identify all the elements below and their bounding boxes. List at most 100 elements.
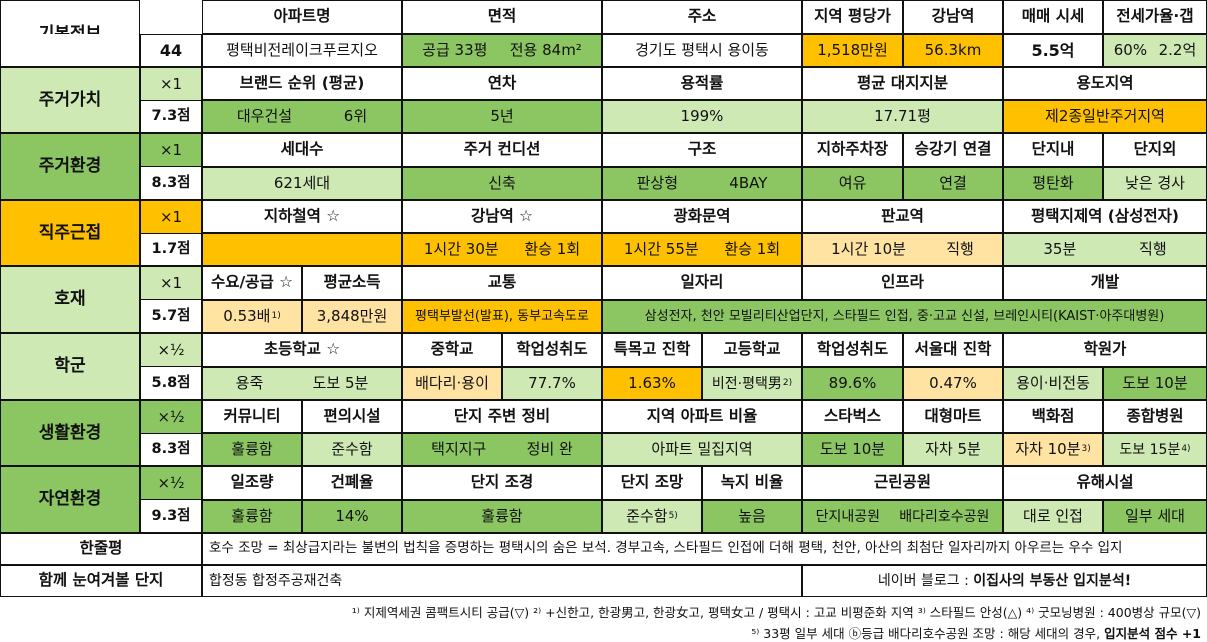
header-land-share: 평균 대지지분 (802, 67, 1003, 100)
section-name: 생활환경 (0, 400, 140, 466)
zone-value: 제2종일반주거지역 (1003, 100, 1207, 133)
section-score: 8.3점 (140, 433, 202, 466)
gwanghwamun-value: 1시간 55분 환승 1회 (602, 233, 802, 266)
blog-credit[interactable]: 네이버 블로그 : 이집사의 부동산 입지분석! (802, 565, 1207, 597)
dept-value: 자차 10분 3) (1003, 433, 1103, 466)
section-name: 주거환경 (0, 133, 140, 200)
jije-value: 35분 직행 (1003, 233, 1207, 266)
far-value: 199% (602, 100, 802, 133)
traffic-value: 평택부발선(발표), 동부고속도로 (402, 300, 602, 333)
header-gangnam: 강남역 (903, 0, 1003, 34)
jeonse-value: 60% 2.2억 (1103, 34, 1207, 67)
section-name: 주거가치 (0, 67, 140, 133)
section-name: 자연환경 (0, 466, 140, 533)
header-jije: 평택지제역 (삼성전자) (1003, 200, 1207, 233)
header-high-score: 학업성취도 (802, 333, 903, 367)
section-multiplier: ×1 (140, 200, 202, 233)
footnote-line-2: ⁵⁾ 33평 일부 세대 ⓑ등급 배다리호수공원 조망 : 해당 세대의 경우,… (751, 626, 1201, 641)
green-value: 높음 (702, 500, 802, 533)
header-income: 평균소득 (302, 266, 402, 300)
sunlight-value: 훌륭함 (202, 500, 302, 533)
pangyo-value: 1시간 10분 직행 (802, 233, 1003, 266)
header-area: 면적 (402, 0, 602, 34)
section-name: 직주근접 (0, 200, 140, 266)
footnote-line-1: ¹⁾ 지제역세권 콤팩트시티 공급(▽) ²⁾ +신한고, 한광男고, 한광女고… (351, 605, 1201, 620)
section-score: 5.8점 (140, 366, 202, 400)
income-value: 3,848만원 (302, 300, 402, 333)
condition-value: 신축 (402, 167, 602, 200)
header-harmful: 유해시설 (1003, 466, 1207, 500)
section-multiplier: ×½ (140, 333, 202, 366)
supply-value: 0.53배 1) (202, 300, 302, 333)
academy-walk-value: 도보 10분 (1103, 367, 1207, 400)
elementary-value: 용죽 도보 5분 (202, 367, 402, 400)
header-maintenance: 단지 주변 정비 (402, 400, 602, 433)
header-landscape: 단지 조경 (402, 466, 602, 500)
community-value: 훌륭함 (202, 433, 302, 466)
together-value: 합정동 합정주공재건축 (202, 565, 802, 597)
high-score-value: 89.6% (802, 367, 903, 400)
academy-value: 용이·비전동 (1003, 367, 1103, 400)
bcr-value: 14% (302, 500, 402, 533)
households-value: 621세대 (202, 167, 402, 200)
special-high-value: 1.63% (602, 367, 702, 400)
header-community: 커뮤니티 (202, 400, 302, 433)
maintenance-value: 택지지구 정비 완 (402, 433, 602, 466)
header-brand-rank: 브랜드 순위 (평균) (202, 67, 402, 100)
section-multiplier: ×½ (140, 466, 202, 499)
section-score: 8.3점 (140, 166, 202, 200)
apt-ratio-value: 아파트 밀집지역 (602, 433, 802, 466)
hospital-value: 도보 15분 4) (1103, 433, 1207, 466)
subway-value (202, 233, 402, 266)
header-far: 용적률 (602, 67, 802, 100)
starbucks-value: 도보 10분 (802, 433, 903, 466)
header-high: 고등학교 (702, 333, 802, 367)
header-zone: 용도지역 (1003, 67, 1207, 100)
header-structure: 구조 (602, 133, 802, 167)
header-green: 녹지 비율 (702, 466, 802, 500)
header-address: 주소 (602, 0, 802, 34)
land-share-value: 17.71평 (802, 100, 1003, 133)
header-jeonse: 전세가율·갭 (1103, 0, 1207, 34)
header-parking: 지하주차장 (802, 133, 903, 167)
header-convenience: 편의시설 (302, 400, 402, 433)
header-park: 근린공원 (802, 466, 1003, 500)
middle-value: 배다리·용이 (402, 367, 502, 400)
header-snu: 서울대 진학 (903, 333, 1003, 367)
header-households: 세대수 (202, 133, 402, 167)
header-hospital: 종합병원 (1103, 400, 1207, 433)
parking-value: 여유 (802, 167, 903, 200)
landscape-value: 훌륭함 (402, 500, 602, 533)
header-gwanghwamun: 광화문역 (602, 200, 802, 233)
section-name: 학군 (0, 333, 140, 400)
header-condition: 주거 컨디션 (402, 133, 602, 167)
header-supply: 수요/공급 ☆ (202, 266, 302, 300)
header-price-per-pyeong: 지역 평당가 (802, 0, 903, 34)
section-score: 5.7점 (140, 299, 202, 333)
header-middle: 중학교 (402, 333, 502, 367)
section-multiplier: ×1 (140, 133, 202, 166)
spacer-cell (0, 34, 140, 67)
property-number: 44 (140, 34, 202, 67)
elevator-value: 연결 (903, 167, 1003, 200)
header-outlook: 단지 조망 (602, 466, 702, 500)
header-traffic: 교통 (402, 266, 602, 300)
structure-value: 판상형 4BAY (602, 167, 802, 200)
header-pangyo: 판교역 (802, 200, 1003, 233)
header-gangnam-commute: 강남역 ☆ (402, 200, 602, 233)
header-infra: 인프라 (802, 266, 1003, 300)
section-multiplier: ×½ (140, 400, 202, 433)
age-value: 5년 (402, 100, 602, 133)
header-elevator: 승강기 연결 (903, 133, 1003, 167)
header-age: 연차 (402, 67, 602, 100)
address-value: 경기도 평택시 용이동 (602, 34, 802, 67)
header-develop: 개발 (1003, 266, 1207, 300)
brand-value: 대우건설 6위 (202, 100, 402, 133)
summary-label: 한줄평 (0, 533, 202, 565)
together-label: 함께 눈여겨볼 단지 (0, 565, 202, 597)
section-multiplier: ×1 (140, 266, 202, 299)
mart-value: 자차 5분 (903, 433, 1003, 466)
section-name: 호재 (0, 266, 140, 333)
outside-value: 낮은 경사 (1103, 167, 1207, 200)
convenience-value: 준수함 (302, 433, 402, 466)
